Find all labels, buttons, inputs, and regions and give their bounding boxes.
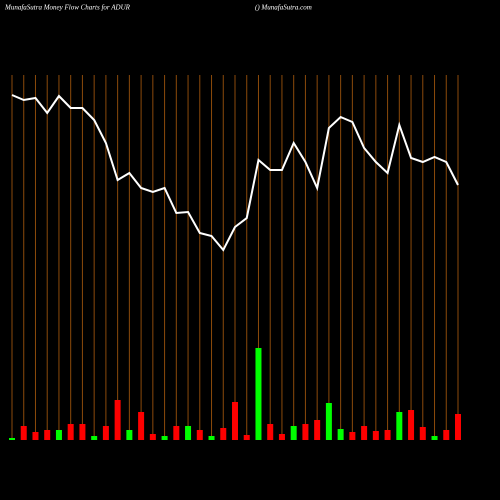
volume-bar <box>278 434 285 440</box>
volume-bar <box>79 424 86 440</box>
chart-title: MunafaSutra Money Flow Charts for ADUR <box>4 4 131 12</box>
volume-bar <box>267 424 274 440</box>
volume-bar <box>91 436 98 440</box>
volume-bar <box>384 430 391 440</box>
volume-bar <box>102 426 109 440</box>
volume-bar <box>55 430 62 440</box>
volume-bar <box>149 434 156 440</box>
volume-bar <box>290 426 297 440</box>
volume-bar <box>372 431 379 440</box>
volume-bar <box>337 429 344 440</box>
volume-bar <box>419 427 426 440</box>
volume-bar <box>44 430 51 440</box>
volume-bar <box>302 424 309 440</box>
volume-bar <box>325 403 332 440</box>
volume-bar <box>220 428 227 440</box>
volume-bar <box>349 432 356 440</box>
volume-bar <box>196 430 203 440</box>
volume-bar <box>20 426 27 440</box>
volume-bar <box>126 430 133 440</box>
volume-bar <box>173 426 180 440</box>
volume-bar <box>161 436 168 440</box>
volume-bar <box>243 435 250 440</box>
volume-bar <box>232 402 238 440</box>
volume-bar <box>408 410 415 440</box>
price-line <box>11 94 459 252</box>
volume-bar <box>314 420 321 440</box>
volume-bar <box>67 424 74 440</box>
volume-bar <box>361 426 368 440</box>
volume-bar <box>443 430 450 440</box>
volume-bar <box>255 348 262 440</box>
volume-bar <box>32 432 39 440</box>
volume-bar <box>138 412 145 440</box>
volume-bar <box>185 426 192 440</box>
volume-bar <box>114 400 121 440</box>
volume-bar <box>431 436 438 440</box>
volume-bar <box>208 436 215 440</box>
volume-bar <box>455 414 461 440</box>
chart-subtitle: () MunafaSutra.com <box>255 4 312 12</box>
volume-bar <box>396 412 403 440</box>
volume-bar <box>9 438 15 440</box>
